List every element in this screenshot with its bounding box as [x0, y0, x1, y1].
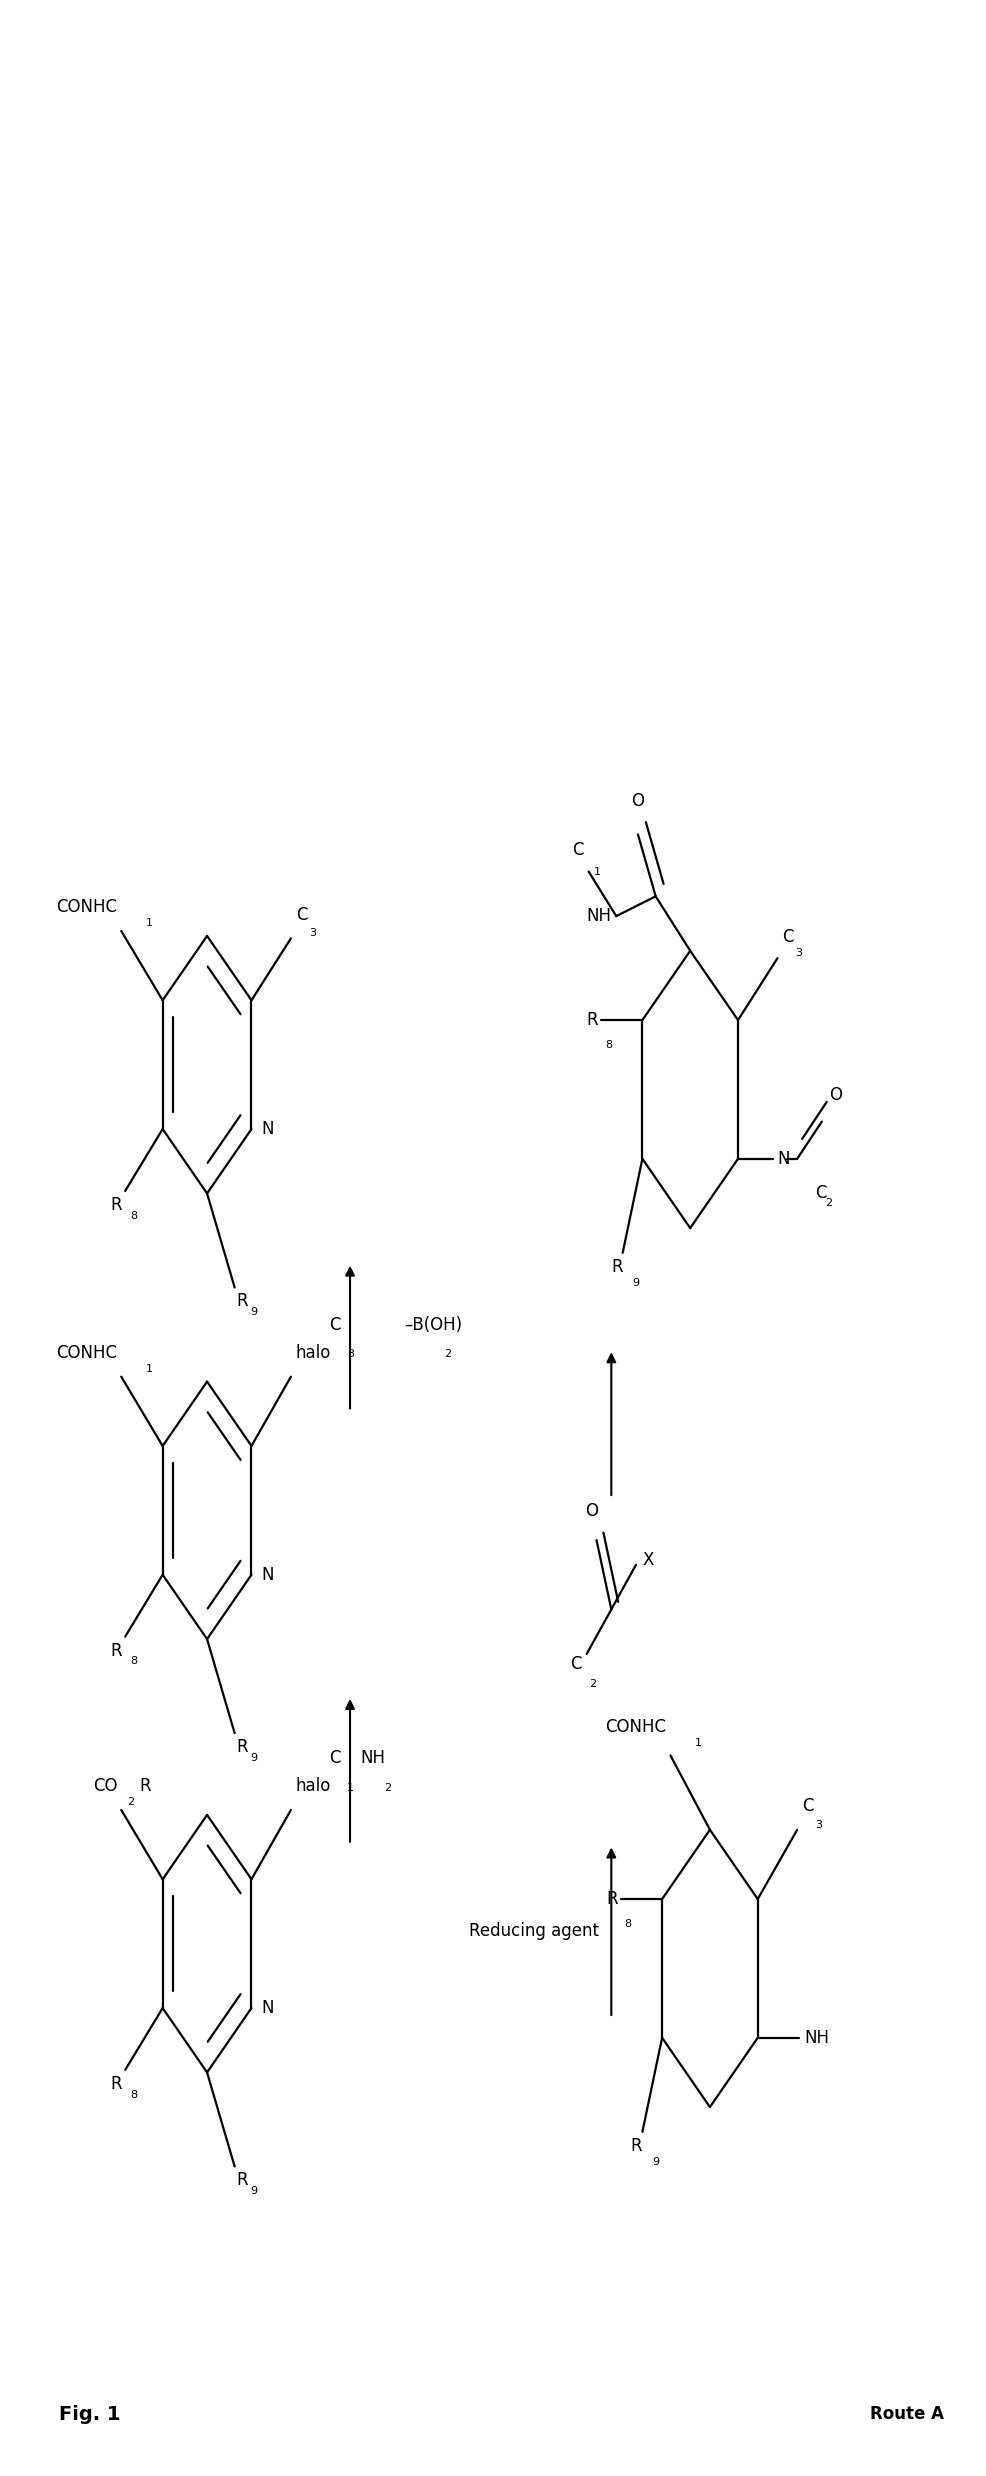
- Text: C: C: [296, 906, 308, 924]
- Text: CONHC: CONHC: [56, 899, 117, 916]
- Text: N: N: [261, 1998, 274, 2018]
- Text: 9: 9: [250, 2186, 257, 2196]
- Text: halo: halo: [296, 1778, 331, 1795]
- Text: N: N: [261, 1565, 274, 1585]
- Text: C: C: [328, 1748, 340, 1768]
- Text: R: R: [237, 1292, 248, 1310]
- Text: R: R: [237, 1738, 248, 1755]
- Text: CONHC: CONHC: [605, 1718, 667, 1736]
- Text: Fig. 1: Fig. 1: [59, 2404, 120, 2424]
- Text: NH: NH: [804, 2028, 829, 2048]
- Text: 8: 8: [130, 2090, 137, 2100]
- Text: 8: 8: [130, 1656, 137, 1666]
- Text: R: R: [631, 2137, 643, 2154]
- Text: C: C: [802, 1798, 813, 1815]
- Text: R: R: [110, 1196, 122, 1213]
- Text: R: R: [606, 1889, 618, 1909]
- Text: C: C: [328, 1315, 340, 1335]
- Text: 2: 2: [589, 1679, 596, 1689]
- Text: R: R: [237, 2171, 248, 2189]
- Text: –B(OH): –B(OH): [404, 1315, 462, 1335]
- Text: X: X: [643, 1550, 655, 1570]
- Text: N: N: [777, 1149, 790, 1169]
- Text: R: R: [139, 1778, 151, 1795]
- Text: 3: 3: [814, 1820, 822, 1830]
- Text: 8: 8: [605, 1040, 612, 1050]
- Text: 9: 9: [633, 1278, 640, 1288]
- Text: O: O: [585, 1503, 599, 1520]
- Text: NH: NH: [587, 906, 611, 926]
- Text: 2: 2: [444, 1349, 451, 1359]
- Text: R: R: [110, 1642, 122, 1659]
- Text: 2: 2: [127, 1798, 134, 1807]
- Text: 1: 1: [594, 867, 600, 877]
- Text: O: O: [631, 792, 645, 810]
- Text: 1: 1: [347, 1783, 354, 1793]
- Text: CO: CO: [93, 1778, 117, 1795]
- Text: NH: NH: [360, 1748, 385, 1768]
- Text: C: C: [814, 1184, 826, 1201]
- Text: O: O: [828, 1087, 842, 1104]
- Text: 8: 8: [130, 1211, 137, 1221]
- Text: 3: 3: [310, 928, 317, 938]
- Text: Reducing agent: Reducing agent: [469, 1921, 599, 1941]
- Text: Route A: Route A: [870, 2404, 945, 2424]
- Text: 8: 8: [625, 1919, 632, 1929]
- Text: 3: 3: [795, 948, 803, 958]
- Text: C: C: [782, 928, 794, 946]
- Text: 1: 1: [146, 919, 153, 928]
- Text: halo: halo: [296, 1344, 331, 1362]
- Text: 9: 9: [653, 2157, 660, 2166]
- Text: C: C: [570, 1654, 582, 1674]
- Text: 9: 9: [250, 1307, 257, 1317]
- Text: 3: 3: [347, 1349, 354, 1359]
- Text: 2: 2: [385, 1783, 391, 1793]
- Text: 9: 9: [250, 1753, 257, 1763]
- Text: 2: 2: [824, 1198, 832, 1208]
- Text: N: N: [261, 1119, 274, 1139]
- Text: 1: 1: [695, 1738, 702, 1748]
- Text: 1: 1: [146, 1364, 153, 1374]
- Text: R: R: [611, 1258, 623, 1275]
- Text: R: R: [587, 1010, 599, 1030]
- Text: C: C: [572, 842, 584, 859]
- Text: R: R: [110, 2075, 122, 2092]
- Text: CONHC: CONHC: [56, 1344, 117, 1362]
